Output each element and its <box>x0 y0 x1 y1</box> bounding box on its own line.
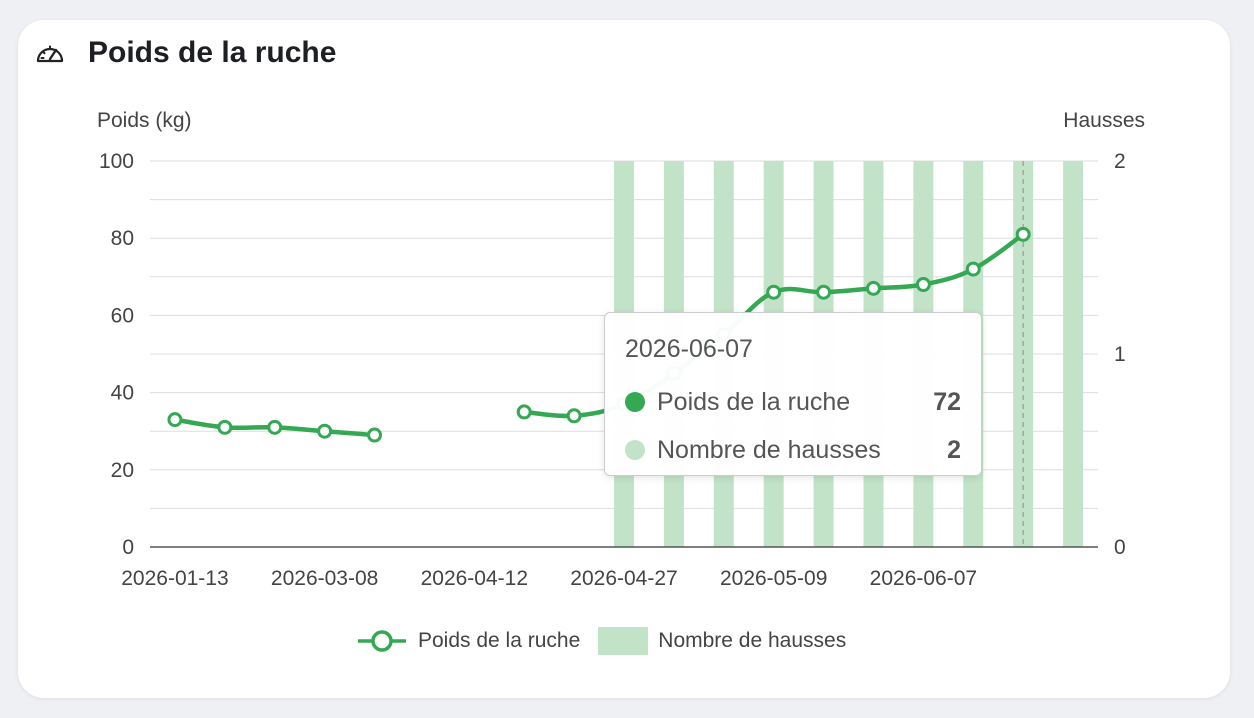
weight-point[interactable] <box>965 261 981 277</box>
weight-point[interactable] <box>816 284 832 300</box>
y-left-tick-label: 20 <box>111 459 134 482</box>
chart-legend: Poids de la ruche Nombre de hausses <box>356 626 864 656</box>
chart-tooltip: 2026-06-07 Poids de la ruche 72 Nombre d… <box>604 312 982 476</box>
weight-point[interactable] <box>367 427 383 443</box>
weight-point[interactable] <box>317 423 333 439</box>
tooltip-row-value: 2 <box>947 435 961 464</box>
x-tick-label: 2026-04-27 <box>570 567 677 590</box>
weight-point[interactable] <box>516 404 532 420</box>
legend-item-supers[interactable]: Nombre de hausses <box>598 627 846 655</box>
y-left-tick-label: 80 <box>111 227 134 250</box>
card-header: Poids de la ruche <box>34 36 336 70</box>
y-left-axis-label: Poids (kg) <box>97 109 192 132</box>
y-right-tick-label: 1 <box>1114 343 1126 366</box>
weight-point[interactable] <box>167 412 183 428</box>
weight-point[interactable] <box>1015 226 1031 242</box>
tooltip-row-name: Poids de la ruche <box>657 387 851 416</box>
supers-dot-icon <box>625 440 645 460</box>
weight-point[interactable] <box>865 280 881 296</box>
weight-point[interactable] <box>217 419 233 435</box>
y-left-tick-label: 60 <box>111 304 134 327</box>
tooltip-row-supers: Nombre de hausses 2 <box>625 426 961 474</box>
y-left-tick-label: 100 <box>99 150 134 173</box>
x-tick-label: 2026-01-13 <box>121 567 228 590</box>
y-left-tick-label: 0 <box>122 536 134 559</box>
supers-bar[interactable] <box>1063 161 1084 547</box>
legend-label: Nombre de hausses <box>658 629 847 652</box>
y-right-axis-label: Hausses <box>1063 109 1145 132</box>
weight-point[interactable] <box>766 284 782 300</box>
legend-label: Poids de la ruche <box>418 629 581 652</box>
card-title: Poids de la ruche <box>88 36 337 69</box>
weight-point[interactable] <box>566 408 582 424</box>
y-right-tick-label: 2 <box>1114 150 1126 173</box>
x-tick-label: 2026-06-07 <box>870 567 977 590</box>
y-right-tick-label: 0 <box>1114 536 1126 559</box>
x-tick-label: 2026-03-08 <box>271 567 378 590</box>
line-marker-icon <box>358 630 406 652</box>
tooltip-row-weight: Poids de la ruche 72 <box>625 378 961 426</box>
bar-swatch-icon <box>598 627 649 655</box>
y-left-tick-label: 40 <box>111 382 134 405</box>
weight-dot-icon <box>625 392 645 412</box>
gauge-icon <box>36 45 64 63</box>
x-tick-label: 2026-04-12 <box>421 567 528 590</box>
weight-point[interactable] <box>915 277 931 293</box>
x-tick-label: 2026-05-09 <box>720 567 827 590</box>
tooltip-row-value: 72 <box>933 387 961 416</box>
legend-item-weight[interactable]: Poids de la ruche <box>356 626 580 656</box>
tooltip-title: 2026-06-07 <box>625 335 753 363</box>
weight-point[interactable] <box>267 419 283 435</box>
tooltip-row-name: Nombre de hausses <box>657 435 881 464</box>
